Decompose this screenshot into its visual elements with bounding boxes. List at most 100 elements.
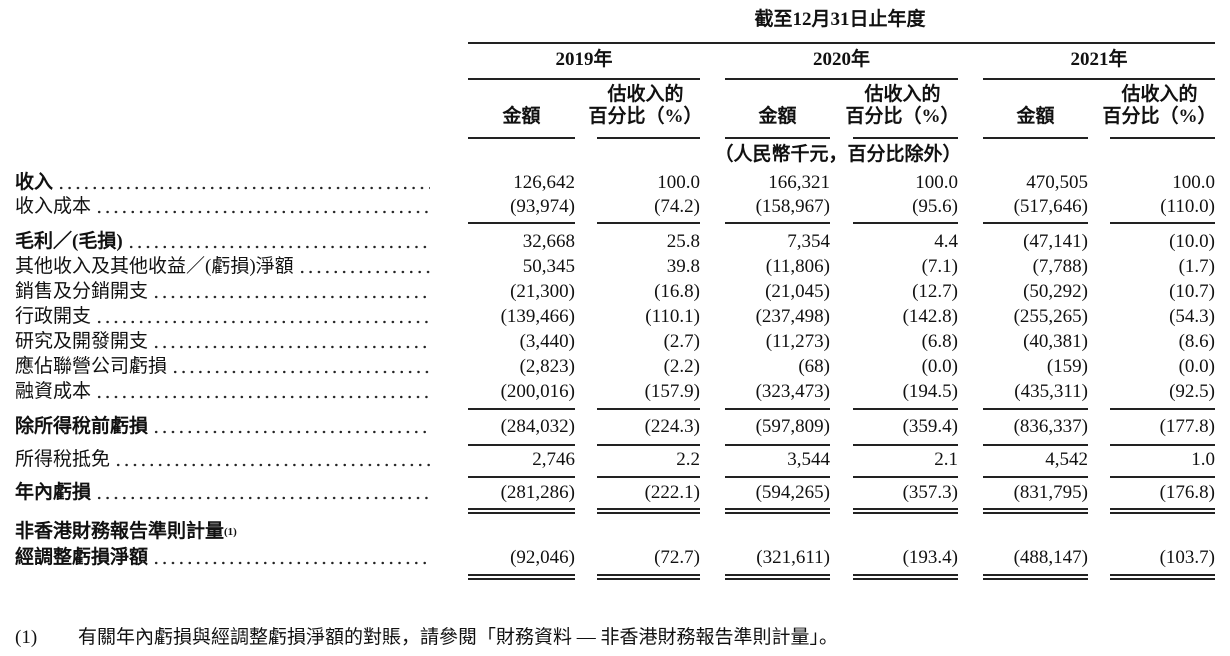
rule [1110,476,1215,478]
rule [468,42,1215,44]
rule [725,222,830,224]
cell-value: 470,505 [1026,172,1088,193]
rule [468,222,575,224]
row-label: 行政開支 [15,305,430,329]
row-label: 所得稅抵免 [15,448,430,472]
rule [1110,222,1215,224]
cell-value: 4.4 [934,231,958,252]
cell-value: (110.0) [1160,196,1215,217]
cell-value: (222.1) [644,482,700,503]
leader-dots [95,314,430,324]
cell-value: (594,265) [755,482,830,503]
cell-value: (11,806) [765,256,830,277]
cell-value: (359.4) [902,416,958,437]
cell-value: (92.5) [1169,381,1215,402]
leader-dots [152,424,430,434]
cell-value: 39.8 [666,256,700,277]
cell-value: (68) [798,356,830,377]
cell-value: (836,337) [1013,416,1088,437]
rule [1110,137,1215,139]
cell-value: (597,809) [755,416,830,437]
cell-value: (10.0) [1169,231,1215,252]
col-header: 金額 [1016,106,1055,127]
rule [468,574,575,576]
cell-value: (517,646) [1013,196,1088,217]
label-text: 收入 [15,172,54,193]
rule [853,578,958,580]
leader-dots [152,289,430,299]
cell-value: (323,473) [755,381,830,402]
cell-value: (16.8) [654,281,700,302]
cell-value: (1.7) [1178,256,1215,277]
cell-value: (0.0) [1178,356,1215,377]
col-header: 百分比（%） [588,106,703,127]
cell-value: (158,967) [755,196,830,217]
leader-dots [152,555,430,565]
rule [983,137,1088,139]
label-text: 收入成本 [15,196,92,217]
cell-value: (110.1) [645,306,700,327]
row-label: 應佔聯營公司虧損 [15,355,430,379]
rule [725,476,830,478]
label-text: 非香港財務報告準則計量 [15,521,225,542]
cell-value: (47,141) [1023,231,1088,252]
rule [468,408,575,410]
cell-value: 166,321 [768,172,830,193]
row-label: 經調整虧損淨額 [15,546,430,570]
cell-value: (72.7) [654,547,700,568]
leader-dots [297,264,430,274]
cell-value: (3,440) [519,331,575,352]
rule [468,78,700,80]
cell-value: 2.1 [934,449,958,470]
rule [853,444,958,446]
cell-value: 100.0 [915,172,958,193]
rule [1110,408,1215,410]
cell-value: (8.6) [1178,331,1215,352]
label-text: 經調整虧損淨額 [15,547,149,568]
cell-value: (488,147) [1013,547,1088,568]
rule [1110,512,1215,514]
cell-value: (2,823) [519,356,575,377]
cell-value: 100.0 [1172,172,1215,193]
rule [853,574,958,576]
year-header: 2021年 [1070,49,1128,70]
rule [725,408,830,410]
label-text: 融資成本 [15,381,92,402]
cell-value: (103.7) [1159,547,1215,568]
row-label: 除所得稅前虧損 [15,415,430,439]
rule [597,408,700,410]
cell-value: (93,974) [510,196,575,217]
cell-value: (2.7) [663,331,700,352]
col-header: 估收入的 [864,84,941,105]
rule [1110,578,1215,580]
cell-value: (2.2) [663,356,700,377]
cell-value: (11,273) [765,331,830,352]
cell-value: (284,032) [500,416,575,437]
col-header: 金額 [502,106,541,127]
cell-value: (7.1) [921,256,958,277]
rule [853,222,958,224]
rule [983,574,1088,576]
cell-value: (21,045) [765,281,830,302]
footnote-marker: (1) [15,627,38,648]
cell-value: (194.5) [902,381,958,402]
cell-value: 25.8 [666,231,700,252]
rule [468,137,575,139]
rule [853,508,958,510]
cell-value: (0.0) [921,356,958,377]
cell-value: (159) [1046,356,1088,377]
year-header: 2020年 [812,49,870,70]
rule [983,222,1088,224]
cell-value: (10.7) [1169,281,1215,302]
year-header: 2019年 [555,49,613,70]
cell-value: 4,542 [1045,449,1088,470]
label-text: 除所得稅前虧損 [15,416,149,437]
cell-value: (95.6) [912,196,958,217]
cell-value: 3,544 [787,449,830,470]
rule [597,508,700,510]
col-header: 金額 [758,106,797,127]
cell-value: (139,466) [500,306,575,327]
cell-value: (54.3) [1169,306,1215,327]
label-text: 研究及開發開支 [15,331,149,352]
